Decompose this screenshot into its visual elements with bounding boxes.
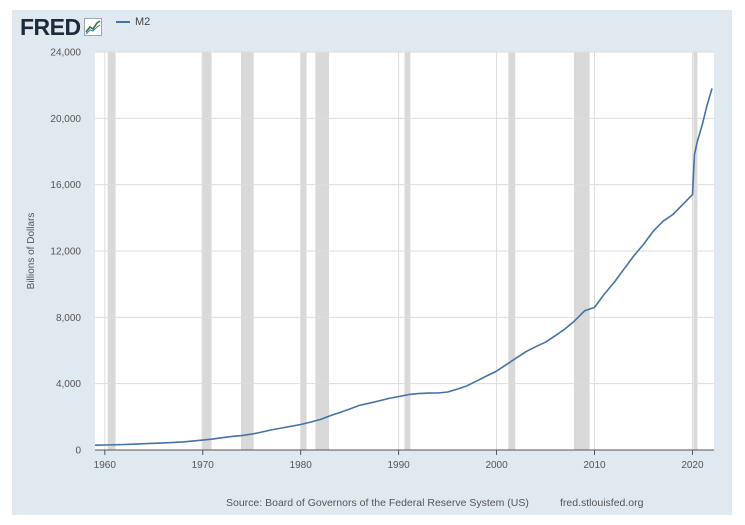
y-tick-label: 12,000 xyxy=(50,247,81,258)
grid-lines xyxy=(95,51,714,450)
x-axis-ticks: 1960 1970 1980 1990 2000 2010 2020 xyxy=(94,450,704,471)
fred-url-link[interactable]: fred.stlouisfed.org xyxy=(560,497,644,509)
y-tick-label: 24,000 xyxy=(50,48,81,59)
x-tick-label: 2010 xyxy=(583,460,606,471)
x-tick-label: 1970 xyxy=(192,460,215,471)
y-axis-ticks: 0 4,000 8,000 12,000 16,000 20,000 24,000 xyxy=(50,48,81,457)
y-tick-label: 20,000 xyxy=(50,114,81,125)
source-note: Source: Board of Governors of the Federa… xyxy=(226,497,529,509)
fred-logo-text: FRED xyxy=(20,13,81,40)
x-tick-label: 2020 xyxy=(681,460,704,471)
x-tick-label: 2000 xyxy=(485,460,508,471)
x-tick-label: 1990 xyxy=(387,460,410,471)
y-axis-label: Billions of Dollars xyxy=(26,213,37,290)
legend-swatch-m2 xyxy=(116,21,130,23)
y-tick-label: 4,000 xyxy=(56,379,81,390)
trend-line-icon xyxy=(83,18,102,36)
legend-label-m2: M2 xyxy=(135,16,151,28)
y-tick-label: 8,000 xyxy=(56,313,81,324)
x-tick-label: 1960 xyxy=(94,460,117,471)
x-tick-label: 1980 xyxy=(290,460,313,471)
chart-legend: M2 xyxy=(116,16,150,28)
y-tick-label: 16,000 xyxy=(50,180,81,191)
y-tick-label: 0 xyxy=(75,446,81,457)
series-line-m2[interactable] xyxy=(94,88,713,446)
fred-logo[interactable]: FRED xyxy=(20,14,102,40)
